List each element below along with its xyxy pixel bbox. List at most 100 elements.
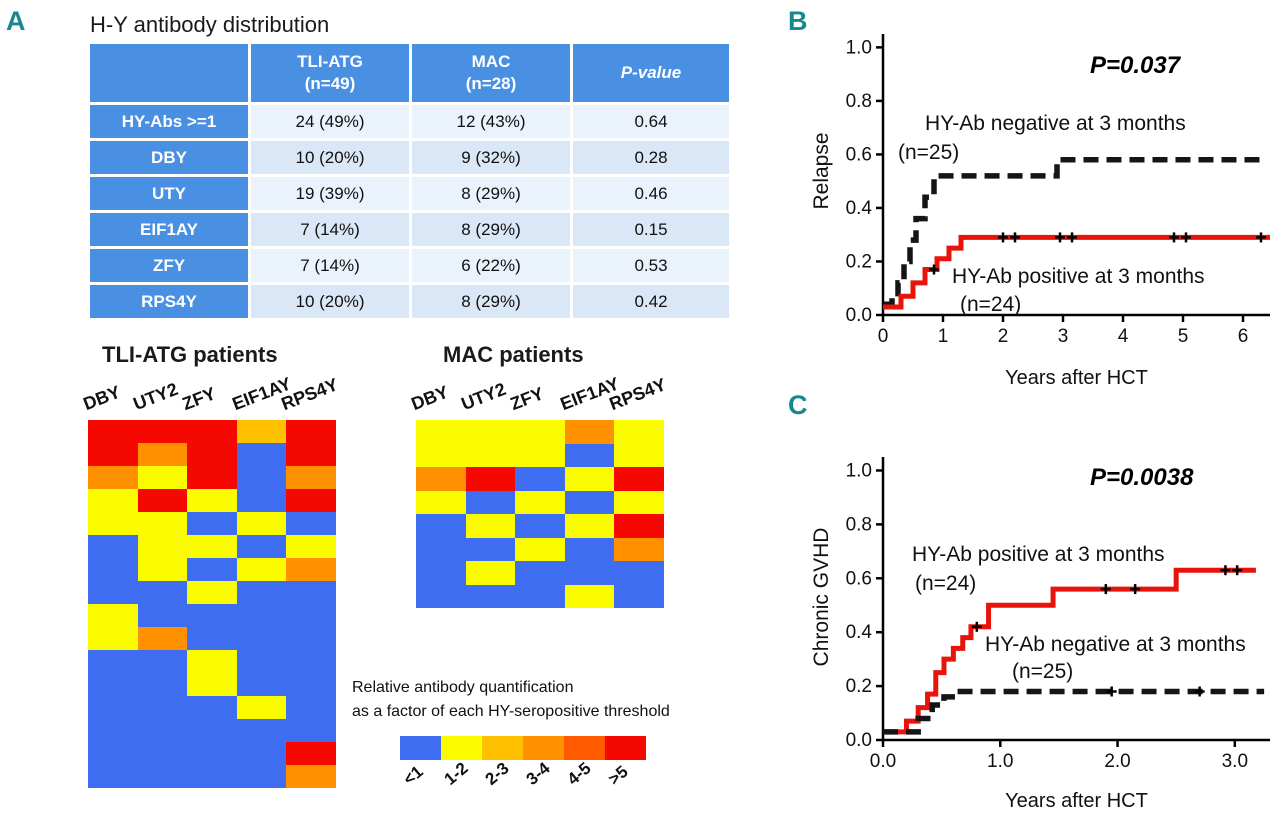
heatmap-cell xyxy=(236,604,287,627)
heatmap-cell xyxy=(137,558,188,581)
heatmap-cell xyxy=(137,696,188,719)
tli-heatmap-title: TLI-ATG patients xyxy=(102,342,278,367)
relapse-x-axis-title: Years after HCT xyxy=(1005,367,1148,389)
heatmap-cell xyxy=(465,514,516,538)
heatmap-cell xyxy=(286,719,336,742)
table-header-cell: TLI-ATG (n=49) xyxy=(251,44,409,102)
heatmap-cell xyxy=(286,535,336,558)
y-tick-label: 0.4 xyxy=(846,622,873,643)
heatmap-cell xyxy=(88,489,138,512)
heatmap-cell xyxy=(416,467,466,491)
heatmap-cell xyxy=(236,443,287,466)
table-header-cell: P-value xyxy=(573,44,729,102)
relapse-km-plot: 0 1 2 3 4 5 6 0.0 0.2 0.4 0.6 0.8 1.0 xyxy=(846,34,1270,347)
km-curve-dashed xyxy=(883,688,1265,735)
heatmap-cell xyxy=(515,561,565,585)
heatmap-cell xyxy=(236,489,287,512)
x-tick-label: 4 xyxy=(1118,326,1129,347)
legend-caption: Relative antibody quantification as a fa… xyxy=(352,676,670,724)
x-tick-label: 1 xyxy=(938,326,949,347)
heatmap-cell xyxy=(88,650,138,673)
heatmap-cell xyxy=(564,420,615,444)
y-tick-label: 0.4 xyxy=(846,198,873,219)
tli-heatmap-column-labels: DBY UTY2 ZFY EIF1AY RPS4Y xyxy=(80,370,356,418)
heatmap-cell xyxy=(88,604,138,627)
table-cell: 8 (29%) xyxy=(412,177,570,210)
table-row-label: ZFY xyxy=(90,249,248,282)
heatmap-cell xyxy=(515,514,565,538)
table-cell: 12 (43%) xyxy=(412,105,570,138)
heatmap-cell xyxy=(187,719,237,742)
heatmap-cell xyxy=(88,765,138,788)
cgvhd-y-axis-title: Chronic GVHD xyxy=(810,527,833,667)
table-cell: 0.42 xyxy=(573,285,729,318)
heatmap-cell xyxy=(286,581,336,604)
heatmap-cell xyxy=(286,604,336,627)
cgvhd-negative-label: HY-Ab negative at 3 months xyxy=(985,633,1246,656)
relapse-positive-n: (n=24) xyxy=(960,293,1022,316)
heatmap-cell xyxy=(137,719,188,742)
table-row-label: UTY xyxy=(90,177,248,210)
heatmap-column-label: ZFY xyxy=(507,383,547,415)
heatmap-cell xyxy=(236,581,287,604)
heatmap-cell xyxy=(187,765,237,788)
heatmap-cell xyxy=(416,443,466,467)
heatmap-cell xyxy=(614,467,664,491)
cgvhd-km-plot: 0.0 1.0 2.0 3.0 0.0 0.2 0.4 0.6 0.8 1.0 xyxy=(846,457,1270,772)
heatmap-cell xyxy=(88,719,138,742)
heatmap-cell xyxy=(236,719,287,742)
table-cell: 10 (20%) xyxy=(251,285,409,318)
heatmap-cell xyxy=(137,489,188,512)
heatmap-cell xyxy=(88,443,138,466)
legend-color-swatch xyxy=(605,736,646,760)
heatmap-cell xyxy=(564,490,615,514)
heatmap-cell xyxy=(137,512,188,535)
table-cell: 7 (14%) xyxy=(251,213,409,246)
mac-heatmap xyxy=(416,420,664,608)
heatmap-cell xyxy=(236,742,287,765)
legend-color-bar xyxy=(400,736,646,760)
heatmap-cell xyxy=(88,627,138,650)
heatmap-cell xyxy=(564,537,615,561)
table-row-label: RPS4Y xyxy=(90,285,248,318)
table-cell: 19 (39%) xyxy=(251,177,409,210)
heatmap-cell xyxy=(88,420,138,443)
heatmap-cell xyxy=(137,673,188,696)
cgvhd-negative-n: (n=25) xyxy=(1012,660,1074,683)
heatmap-cell xyxy=(236,420,287,443)
heatmap-cell xyxy=(187,558,237,581)
legend-color-swatch xyxy=(400,736,441,760)
heatmap-cell xyxy=(416,514,466,538)
x-tick-label: 1.0 xyxy=(987,751,1013,772)
y-tick-label: 0.8 xyxy=(846,91,872,112)
legend-color-swatch xyxy=(564,736,605,760)
legend-bin-label: >5 xyxy=(604,761,632,789)
heatmap-cell xyxy=(88,558,138,581)
heatmap-cell xyxy=(187,742,237,765)
cgvhd-positive-label: HY-Ab positive at 3 months xyxy=(912,543,1165,566)
cgvhd-x-axis-title: Years after HCT xyxy=(1005,790,1148,812)
heatmap-cell xyxy=(416,561,466,585)
table-row-label: HY-Abs >=1 xyxy=(90,105,248,138)
y-tick-label: 0.6 xyxy=(846,144,872,165)
heatmap-cell xyxy=(88,696,138,719)
heatmap-cell xyxy=(465,561,516,585)
heatmap-column-label: DBY xyxy=(408,381,452,415)
heatmap-cell xyxy=(187,535,237,558)
heatmap-cell xyxy=(236,512,287,535)
heatmap-cell xyxy=(465,420,516,444)
heatmap-cell xyxy=(286,558,336,581)
heatmap-cell xyxy=(286,673,336,696)
heatmap-cell xyxy=(187,604,237,627)
heatmap-cell xyxy=(187,420,237,443)
heatmap-cell xyxy=(137,650,188,673)
x-tick-label: 6 xyxy=(1238,326,1249,347)
heatmap-cell xyxy=(465,584,516,608)
table-cell: 10 (20%) xyxy=(251,141,409,174)
heatmap-column-label: UTY2 xyxy=(458,378,509,415)
x-tick-label: 2.0 xyxy=(1104,751,1130,772)
heatmap-cell xyxy=(236,558,287,581)
heatmap-cell xyxy=(137,420,188,443)
table-cell: 0.64 xyxy=(573,105,729,138)
